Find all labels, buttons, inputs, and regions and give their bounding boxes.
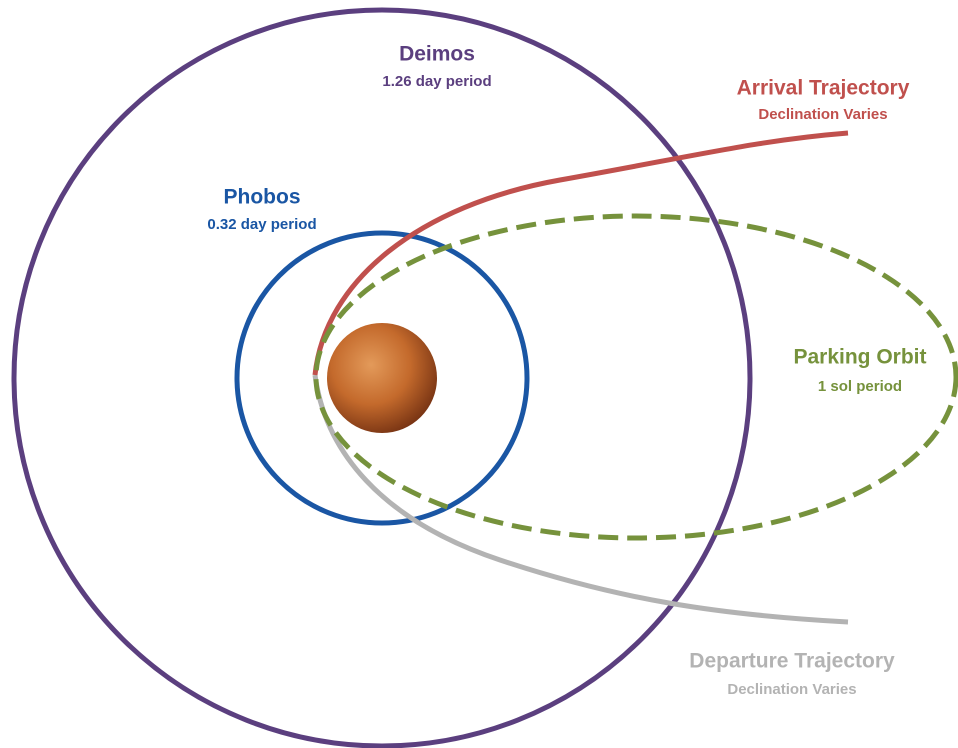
phobos-label: Phobos	[224, 186, 301, 209]
departure-note: Declination Varies	[727, 681, 856, 698]
parking-period: 1 sol period	[818, 378, 902, 395]
phobos-period: 0.32 day period	[207, 216, 316, 233]
diagram: Deimos 1.26 day period Phobos 0.32 day p…	[0, 0, 958, 748]
deimos-label: Deimos	[399, 43, 475, 66]
parking-label: Parking Orbit	[793, 346, 926, 369]
page: Deimos 1.26 day period Phobos 0.32 day p…	[0, 0, 958, 748]
arrival-label: Arrival Trajectory	[737, 77, 910, 100]
arrival-note: Declination Varies	[758, 106, 887, 123]
departure-label: Departure Trajectory	[689, 650, 895, 673]
deimos-period: 1.26 day period	[382, 73, 491, 90]
mars	[327, 323, 437, 433]
